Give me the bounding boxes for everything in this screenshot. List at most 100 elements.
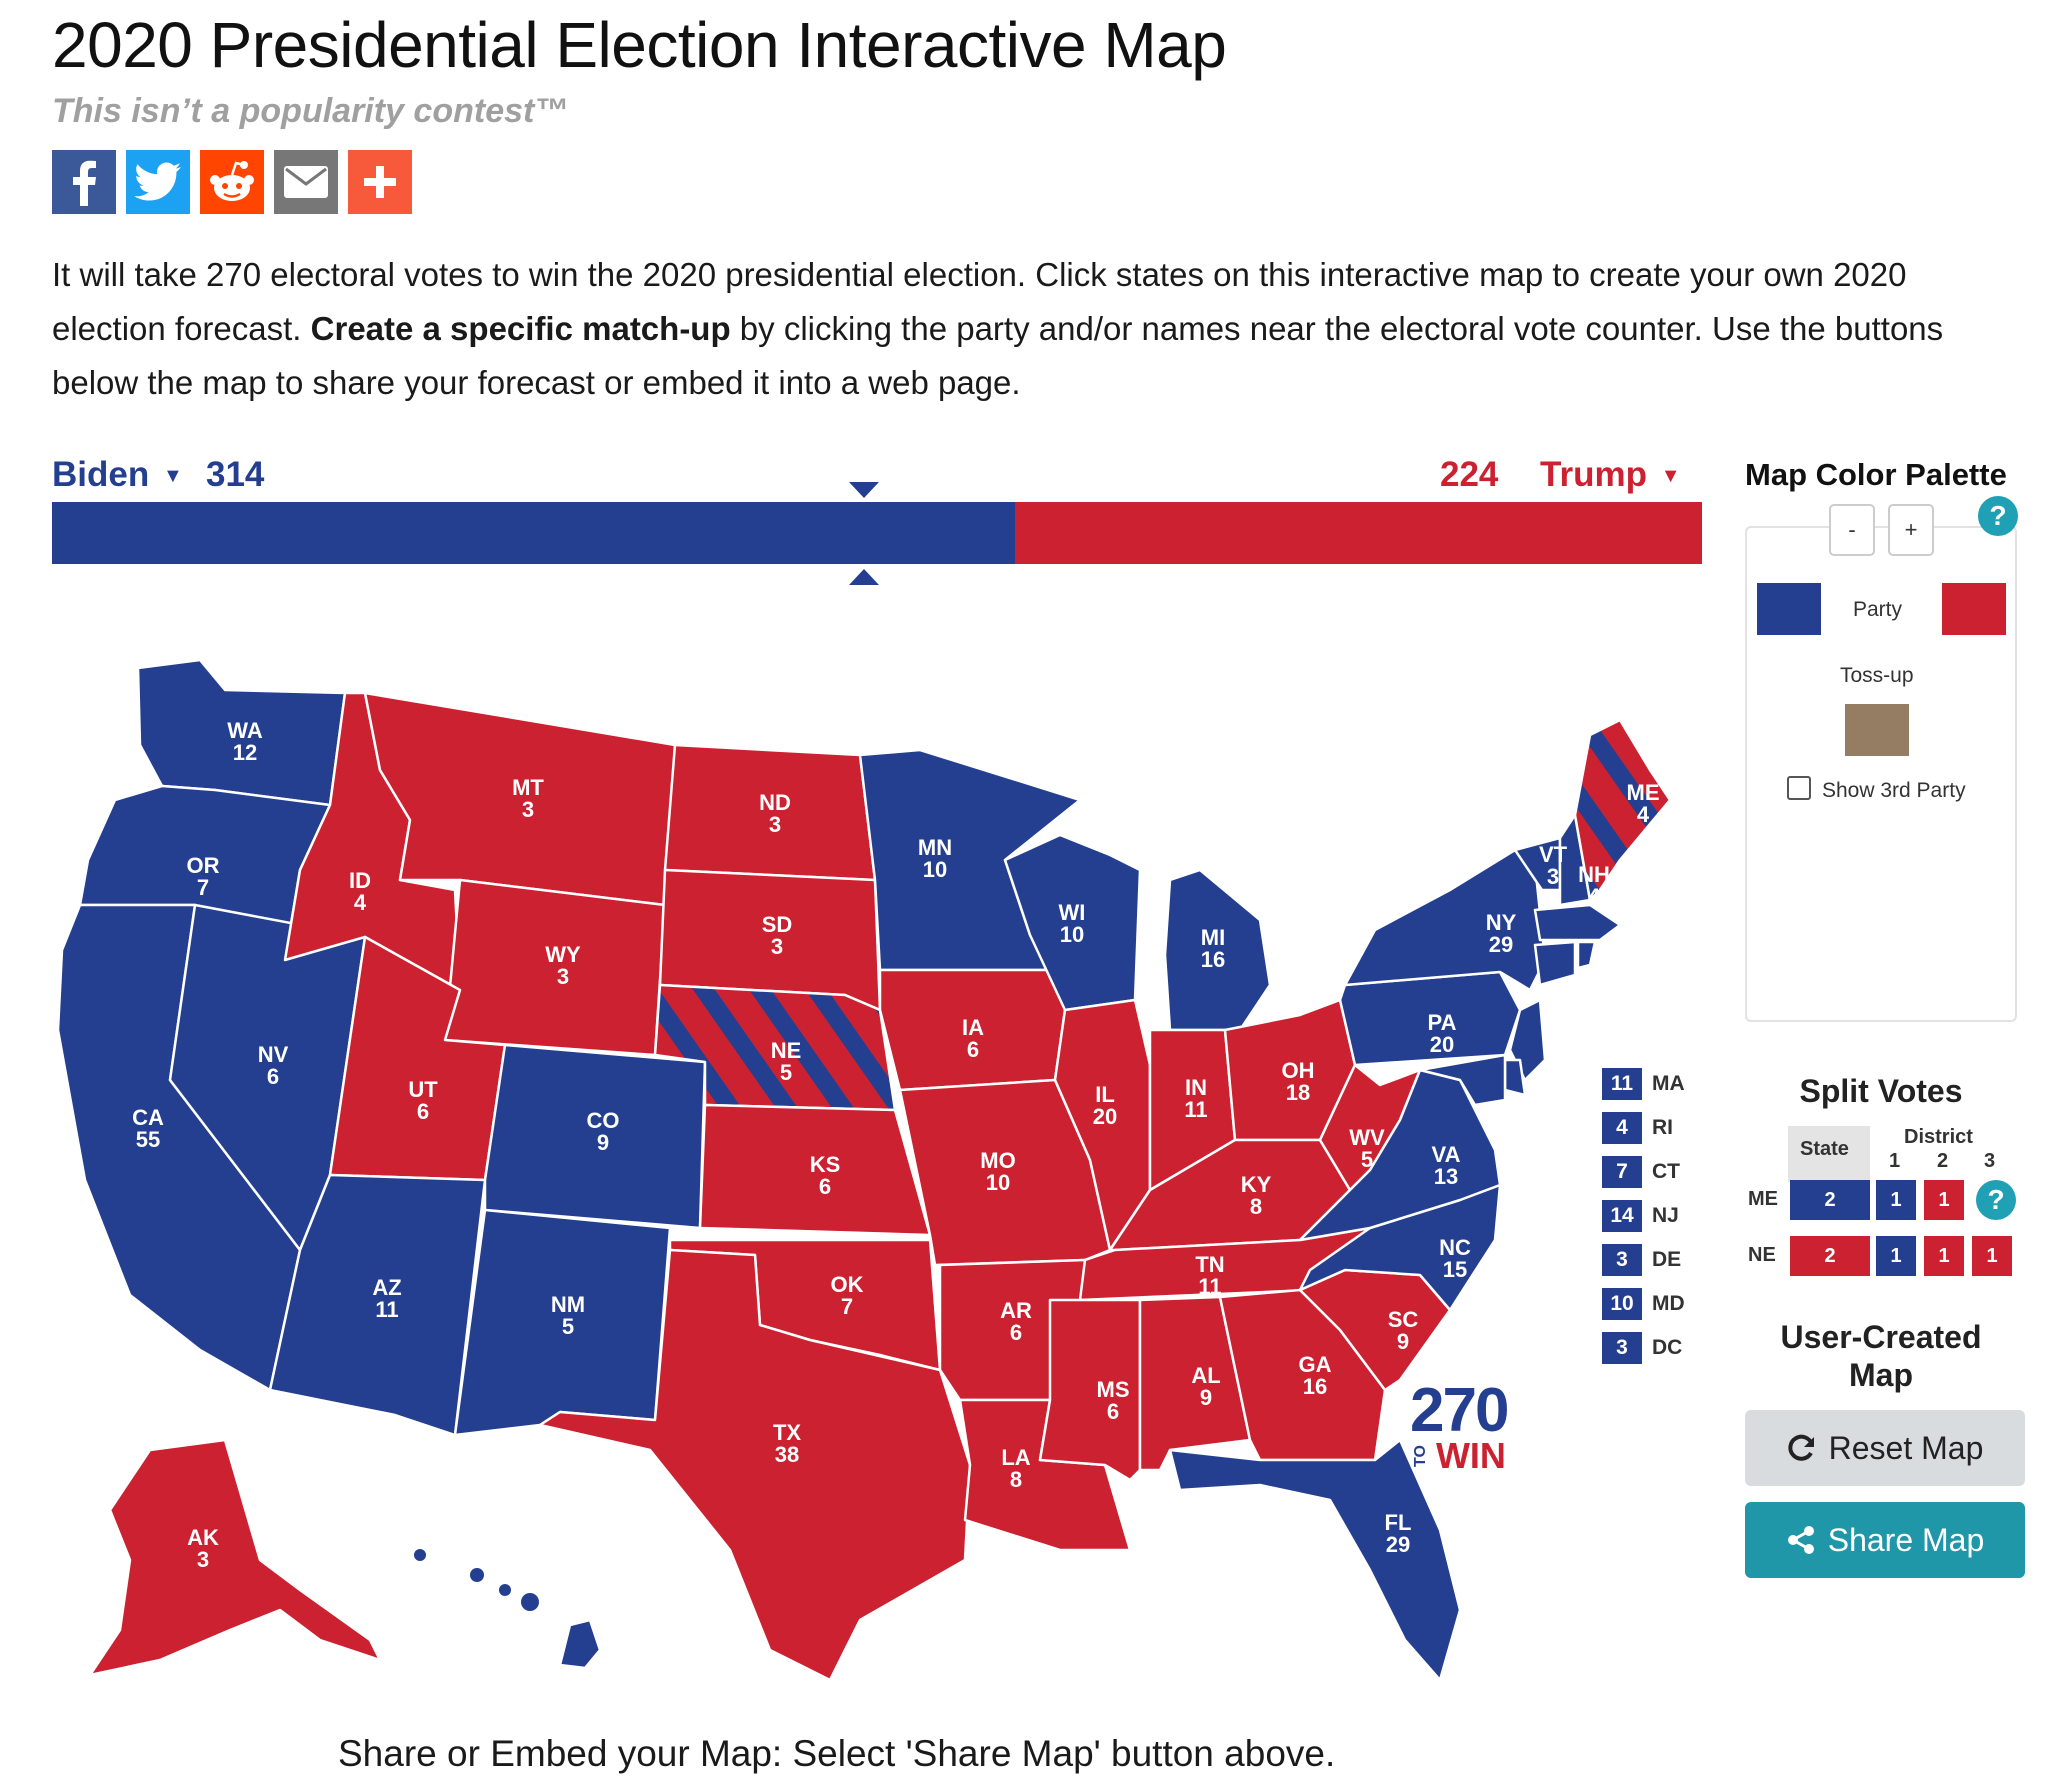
palette-minus-button[interactable]: - — [1829, 504, 1875, 556]
state-votes-ga: 16 — [1303, 1374, 1327, 1399]
state-votes-tx: 38 — [775, 1442, 799, 1467]
refresh-icon — [1787, 1434, 1814, 1461]
state-label-ia: IA — [962, 1015, 984, 1040]
state-header: State — [1800, 1138, 1849, 1160]
third-party-checkbox[interactable] — [1787, 776, 1811, 800]
state-votes-nd: 3 — [769, 812, 781, 837]
share-buttons — [52, 150, 412, 214]
split-votes-title: Split Votes — [1799, 1073, 1963, 1109]
state-votes-wi: 10 — [1060, 922, 1084, 947]
state-ak[interactable] — [88, 1438, 382, 1677]
state-va[interactable] — [1298, 1068, 1502, 1242]
intro-bold-text: Create a specific match-up — [310, 310, 731, 347]
small-state-abbr-dc: DC — [1652, 1336, 1683, 1359]
share-map-button[interactable]: Share Map — [1745, 1502, 2025, 1578]
state-label-mi: MI — [1201, 925, 1225, 950]
state-hi[interactable] — [558, 1618, 602, 1670]
state-label-il: IL — [1095, 1082, 1115, 1107]
state-me[interactable] — [1573, 718, 1672, 902]
palette-help-icon[interactable]: ? — [1978, 496, 2018, 536]
state-label-mn: MN — [918, 835, 952, 860]
email-share-button[interactable] — [274, 150, 338, 214]
user-created-map-title: User-Created Map — [1745, 1318, 2017, 1394]
split-ne-state[interactable]: 2 — [1790, 1236, 1870, 1276]
state-label-nh: NH — [1578, 862, 1610, 887]
more-share-button[interactable] — [348, 150, 412, 214]
dem-candidate-selector[interactable]: Biden ▼ — [52, 455, 183, 495]
rep-color-swatch[interactable] — [1942, 583, 2006, 635]
state-label-pa: PA — [1428, 1010, 1457, 1035]
split-ne-district-1[interactable]: 1 — [1876, 1236, 1916, 1276]
state-votes-nv: 6 — [267, 1064, 279, 1089]
state-label-sd: SD — [762, 912, 793, 937]
ucm-title-line1: User-Created — [1780, 1319, 1982, 1355]
split-row-ne-label: NE — [1748, 1244, 1776, 1266]
twitter-share-button[interactable] — [126, 150, 190, 214]
rep-candidate-name: Trump — [1540, 455, 1647, 494]
state-mi[interactable] — [1163, 868, 1272, 1032]
state-ct[interactable] — [1533, 940, 1577, 987]
state-ma[interactable] — [1533, 903, 1622, 942]
state-wi[interactable] — [1003, 833, 1142, 1012]
small-state-votes-ma[interactable]: 11 — [1602, 1068, 1642, 1100]
state-tx[interactable] — [538, 1248, 972, 1682]
dem-candidate-name: Biden — [52, 455, 150, 494]
split-ne-district-2[interactable]: 1 — [1924, 1236, 1964, 1276]
third-party-label: Show 3rd Party — [1822, 779, 1966, 802]
state-votes-nm: 5 — [562, 1314, 574, 1339]
state-label-ks: KS — [810, 1152, 841, 1177]
split-me-district-1[interactable]: 1 — [1876, 1180, 1916, 1220]
reddit-share-button[interactable] — [200, 150, 264, 214]
state-votes-ia: 6 — [967, 1037, 979, 1062]
page-title: 2020 Presidential Election Interactive M… — [52, 9, 1227, 81]
split-ne-district-3[interactable]: 1 — [1972, 1236, 2012, 1276]
state-label-ne: NE — [771, 1038, 802, 1063]
state-votes-mi: 16 — [1201, 947, 1225, 972]
palette-plus-button[interactable]: + — [1888, 504, 1934, 556]
state-nc[interactable] — [1298, 1183, 1502, 1312]
state-wy[interactable] — [443, 878, 667, 1057]
tossup-color-swatch[interactable] — [1845, 704, 1909, 756]
logo-270: 270 — [1410, 1376, 1509, 1445]
small-state-votes-de[interactable]: 3 — [1602, 1244, 1642, 1276]
small-state-votes-ct[interactable]: 7 — [1602, 1156, 1642, 1188]
facebook-share-button[interactable] — [52, 150, 116, 214]
small-state-votes-nj[interactable]: 14 — [1602, 1200, 1642, 1232]
rep-candidate-selector[interactable]: Trump ▼ — [1540, 455, 1680, 495]
reddit-icon — [210, 161, 254, 201]
state-label-nv: NV — [258, 1042, 289, 1067]
state-votes-co: 9 — [597, 1130, 609, 1155]
state-co[interactable] — [483, 1043, 707, 1230]
state-label-ca: CA — [132, 1105, 164, 1130]
split-votes-help-icon[interactable]: ? — [1976, 1180, 2016, 1220]
rep-electoral-votes: 224 — [1440, 455, 1499, 494]
state-fl[interactable] — [1168, 1438, 1462, 1682]
dem-electoral-votes: 314 — [206, 455, 265, 494]
intro-paragraph: It will take 270 electoral votes to win … — [52, 248, 1992, 410]
state-label-mo: MO — [980, 1148, 1015, 1173]
state-label-co: CO — [587, 1108, 620, 1133]
state-label-wi: WI — [1059, 900, 1086, 925]
small-state-abbr-ma: MA — [1652, 1072, 1685, 1095]
small-state-votes-dc[interactable]: 3 — [1602, 1332, 1642, 1364]
split-me-district-2[interactable]: 1 — [1924, 1180, 1964, 1220]
state-label-ak: AK — [187, 1525, 219, 1550]
split-me-state[interactable]: 2 — [1790, 1180, 1870, 1220]
state-de[interactable] — [1503, 1058, 1527, 1097]
twitter-icon — [134, 162, 181, 201]
reset-map-button[interactable]: Reset Map — [1745, 1410, 2025, 1486]
270towin-logo: 270 TO WIN — [1410, 1380, 1520, 1474]
state-ri[interactable] — [1576, 940, 1597, 970]
state-md[interactable] — [1418, 1053, 1507, 1107]
small-state-votes-ri[interactable]: 4 — [1602, 1112, 1642, 1144]
270-marker-top-icon — [849, 482, 879, 498]
small-state-votes-md[interactable]: 10 — [1602, 1288, 1642, 1320]
state-label-me: ME — [1627, 780, 1660, 805]
footer-instruction: Share or Embed your Map: Select 'Share M… — [338, 1733, 1336, 1774]
logo-to: TO — [1411, 1445, 1429, 1467]
state-label-va: VA — [1432, 1142, 1461, 1167]
ucm-title-line2: Map — [1849, 1357, 1913, 1393]
state-label-ms: MS — [1097, 1377, 1130, 1402]
district-header: District — [1904, 1126, 1973, 1148]
dem-color-swatch[interactable] — [1757, 583, 1821, 635]
